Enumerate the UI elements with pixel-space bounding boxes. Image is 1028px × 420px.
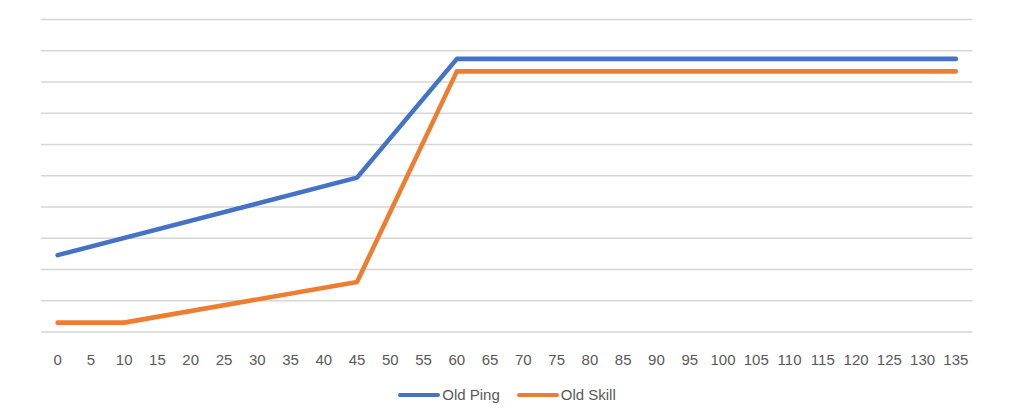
- legend-swatch-old-ping-line: [398, 393, 440, 398]
- x-axis-tick-label: 125: [877, 351, 902, 368]
- x-axis-tick-label: 75: [548, 351, 565, 368]
- x-axis-tick-label: 40: [315, 351, 332, 368]
- series-line-old-ping[interactable]: [58, 59, 956, 255]
- x-axis-tick-label: 50: [382, 351, 399, 368]
- series-line-old-skill[interactable]: [58, 71, 956, 322]
- x-axis-tick-label: 70: [515, 351, 532, 368]
- x-axis-tick-label: 25: [216, 351, 233, 368]
- x-axis-tick-label: 30: [249, 351, 266, 368]
- legend-swatch-old-skill-line: [517, 393, 559, 398]
- line-chart: 0 5 10 15 20 25 30 35 40 45 50 55 60 65 70 75 80 85 90 95 10…: [0, 0, 1028, 420]
- legend-label-old-skill: Old Skill: [561, 387, 616, 403]
- plot-area: 0 5 10 15 20 25 30 35 40 45 50 55 60 65 70 75 80 85 90 95 10…: [0, 0, 1028, 420]
- legend-item-old-ping[interactable]: Old Ping: [398, 387, 500, 403]
- x-axis-tick-label: 110: [778, 351, 802, 368]
- x-axis-tick-label: 60: [449, 351, 466, 368]
- x-axis-tick-label: 80: [582, 351, 599, 368]
- x-axis-tick-label: 85: [615, 351, 632, 368]
- legend-item-old-skill[interactable]: Old Skill: [517, 387, 616, 403]
- x-axis-tick-label: 0: [53, 351, 61, 368]
- x-axis-tick-label: 130: [910, 351, 935, 368]
- x-axis-tick-label: 120: [844, 351, 869, 368]
- x-axis-tick-label: 135: [943, 351, 968, 368]
- x-axis-tick-label: 95: [681, 351, 698, 368]
- x-axis-tick-label: 45: [349, 351, 366, 368]
- x-axis-tick-label: 105: [744, 351, 769, 368]
- x-axis-tick-label: 5: [87, 351, 95, 368]
- x-axis-tick-label: 65: [482, 351, 499, 368]
- x-axis-tick-label: 115: [811, 351, 835, 368]
- x-axis-tick-label: 10: [116, 351, 133, 368]
- chart-legend: Old Ping Old Skill: [41, 387, 973, 403]
- x-axis-tick-label: 55: [415, 351, 432, 368]
- x-axis-tick-label: 20: [182, 351, 199, 368]
- x-axis-tick-label: 15: [149, 351, 166, 368]
- x-axis-tick-label: 90: [648, 351, 665, 368]
- x-axis-tick-label: 35: [282, 351, 299, 368]
- legend-label-old-ping: Old Ping: [442, 387, 500, 403]
- x-axis-tick-label: 100: [710, 351, 735, 368]
